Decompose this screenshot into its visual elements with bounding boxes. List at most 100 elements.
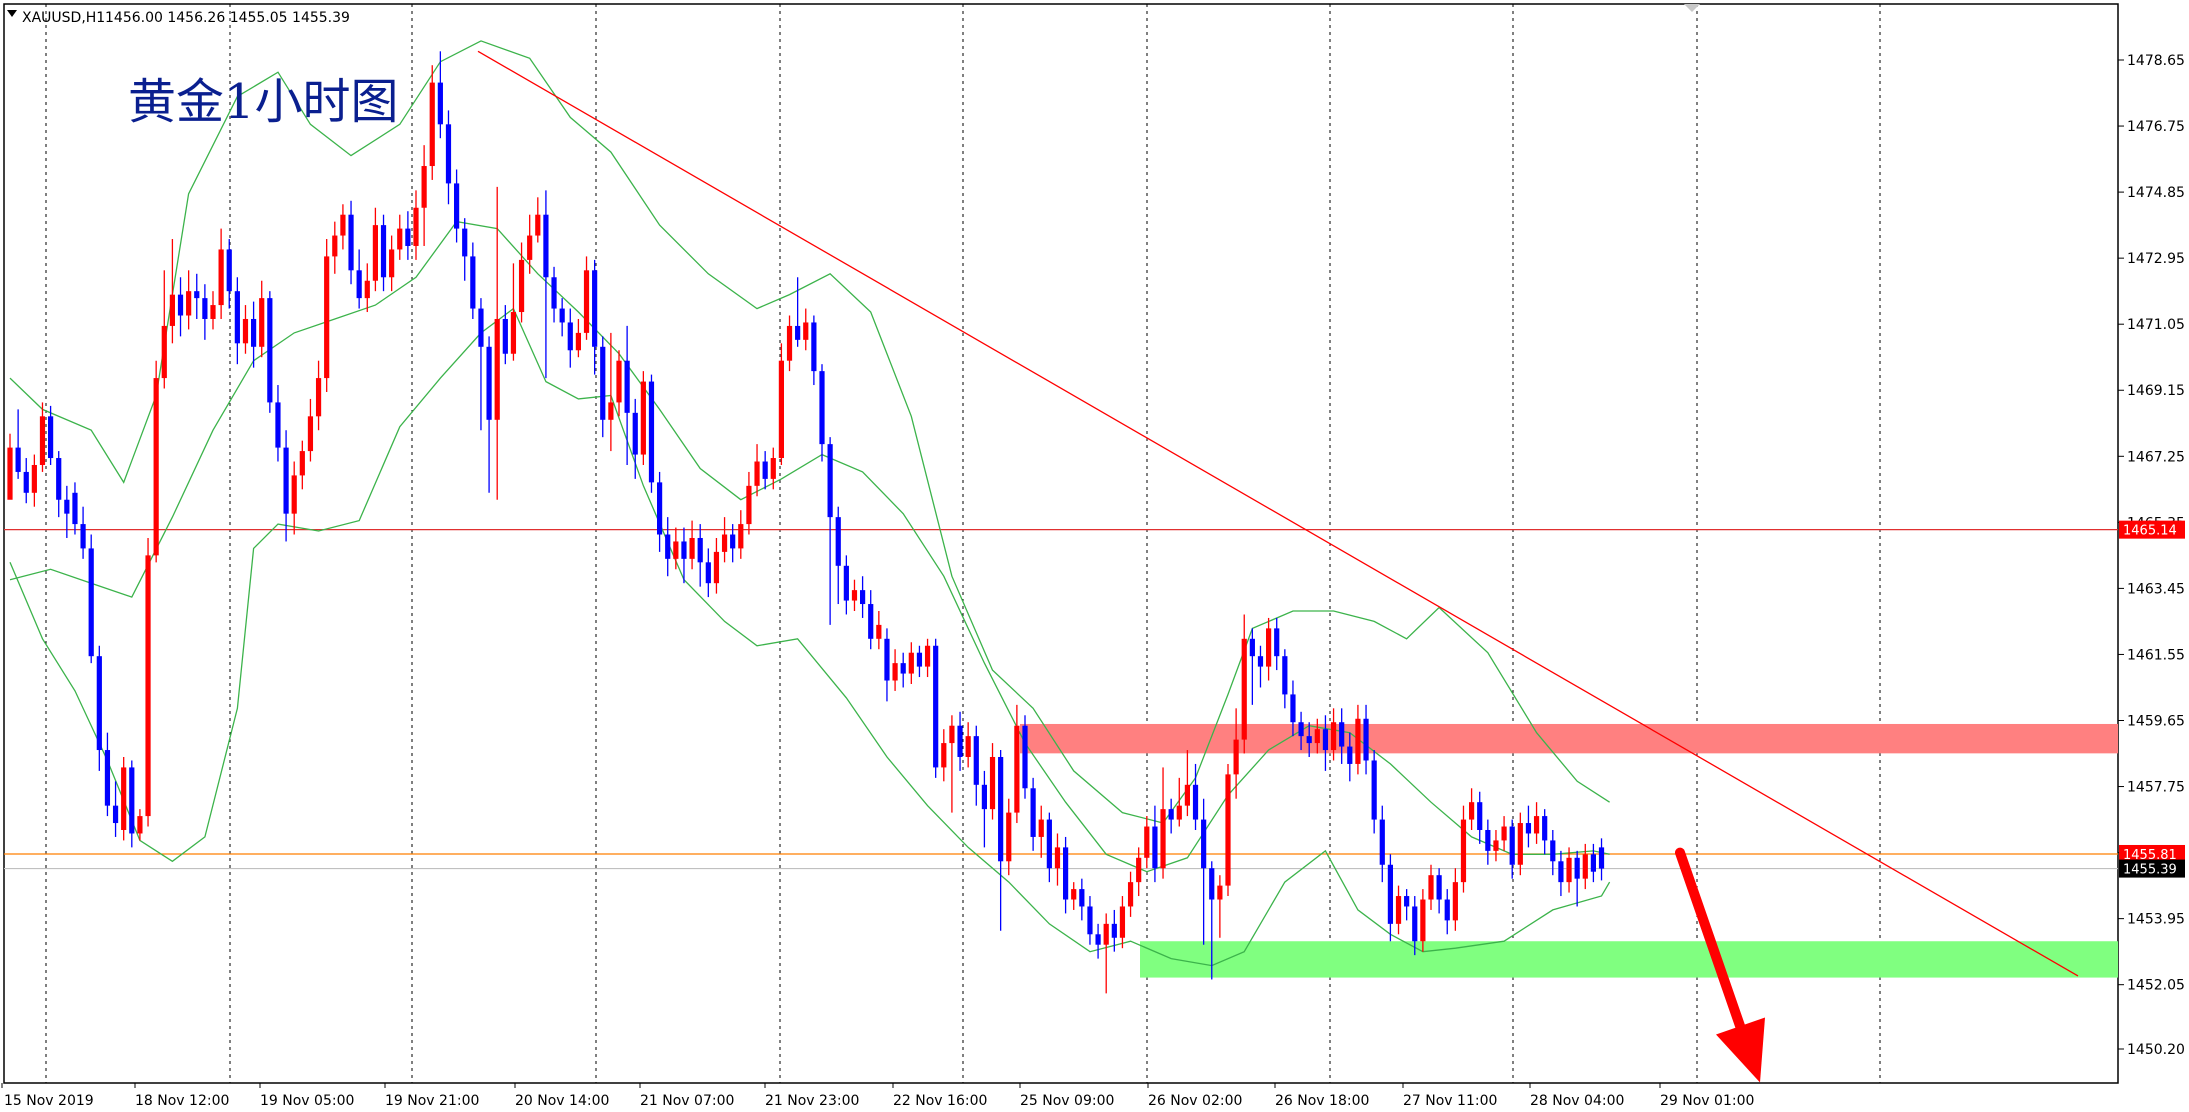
candle-body — [56, 458, 62, 500]
shift-marker-icon[interactable] — [1684, 4, 1700, 12]
candle-body — [121, 767, 127, 830]
candle-body — [1046, 819, 1052, 869]
forecast-arrow-shaft — [1675, 847, 1757, 1066]
candle-body — [900, 663, 906, 674]
bullish-candle — [1014, 704, 1020, 824]
x-tick-label: 21 Nov 07:00 — [640, 1093, 734, 1109]
bullish-candle — [1184, 750, 1190, 817]
bearish-candle — [916, 645, 923, 678]
bearish-candle — [15, 409, 21, 479]
bullish-candle — [527, 214, 533, 274]
candle-body — [1452, 882, 1458, 921]
bearish-candle — [72, 482, 78, 535]
bullish-candle — [242, 305, 249, 354]
x-tick-label: 26 Nov 18:00 — [1275, 1093, 1369, 1109]
bearish-candle — [1347, 732, 1353, 782]
candle-body — [624, 360, 630, 413]
price-zones — [1020, 723, 2118, 978]
candle-body — [1404, 896, 1410, 907]
bearish-candle — [957, 711, 963, 771]
bearish-candle — [80, 506, 86, 559]
dropdown-triangle-icon[interactable] — [7, 10, 17, 17]
candle-body — [429, 82, 435, 167]
candle-body — [1493, 840, 1499, 851]
candle-body — [291, 475, 297, 514]
price-lines — [4, 529, 2118, 870]
candle-body — [340, 214, 346, 236]
y-tick-label: 1474.85 — [2127, 185, 2185, 201]
candle-body — [559, 308, 565, 323]
candle-body — [39, 416, 46, 465]
candle-body — [15, 447, 21, 472]
bearish-candle — [1111, 909, 1117, 952]
bearish-candle — [860, 576, 866, 618]
bullish-candle — [518, 242, 525, 323]
candle-body — [259, 298, 265, 347]
bearish-candle — [884, 628, 890, 702]
chart-title: 黄金1小时图 — [128, 74, 399, 130]
band-upper — [9, 40, 1610, 824]
bullish-candle — [965, 722, 971, 768]
bullish-candle — [1420, 889, 1426, 952]
candle-body — [186, 291, 192, 316]
candle-body — [616, 360, 622, 403]
candle-body — [364, 280, 370, 299]
bullish-candle — [315, 360, 322, 431]
bearish-candle — [1209, 861, 1215, 980]
candle-body — [299, 451, 305, 476]
x-tick-label: 15 Nov 2019 — [4, 1093, 94, 1109]
candle-body — [998, 756, 1004, 862]
bullish-candle — [770, 447, 776, 490]
candle-body — [640, 381, 646, 455]
time-axis[interactable]: 15 Nov 2019 18 Nov 12:00 19 Nov 05:00 19 No… — [1, 1083, 1754, 1109]
candle-body — [1444, 899, 1450, 921]
plot-area[interactable] — [3, 3, 2119, 1084]
y-tick-label: 1461.55 — [2127, 647, 2185, 663]
candle-body — [1428, 875, 1434, 900]
bullish-candle — [608, 332, 614, 452]
bullish-candle — [259, 280, 265, 358]
bullish-candle — [786, 315, 793, 372]
bullish-candle — [1493, 829, 1499, 862]
bearish-candle — [194, 273, 200, 319]
bullish-candle — [186, 270, 192, 330]
candle-body — [421, 166, 427, 208]
candle-body — [535, 214, 541, 236]
candle-body — [1201, 819, 1207, 869]
bullish-candle — [299, 440, 305, 490]
candle-body — [1339, 722, 1345, 747]
candle-body — [730, 534, 736, 549]
bearish-candle — [681, 527, 687, 584]
candle-body — [1192, 784, 1199, 820]
price-axis[interactable]: 1478.65 1476.75 1474.85 1472.95 1471.05 1469.… — [2118, 53, 2185, 1058]
x-tick-label: 18 Nov 12:00 — [135, 1093, 229, 1109]
candle-body — [1119, 906, 1126, 938]
bearish-candle — [202, 284, 208, 340]
candle-body — [657, 482, 663, 535]
bullish-candle — [1038, 805, 1044, 858]
candle-body — [1006, 812, 1012, 862]
candle-body — [267, 298, 273, 403]
x-tick-label: 25 Nov 09:00 — [1020, 1093, 1114, 1109]
bearish-candle — [567, 308, 573, 368]
x-tick-label: 19 Nov 05:00 — [260, 1093, 354, 1109]
bearish-candle — [1282, 649, 1288, 709]
bullish-candle — [535, 197, 541, 243]
candle-body — [234, 291, 240, 344]
bullish-candle — [397, 214, 403, 260]
bearish-candle — [226, 239, 232, 309]
candle-body — [1071, 889, 1077, 900]
candle-body — [843, 565, 849, 601]
bullish-candle — [1460, 805, 1467, 893]
bullish-candle — [39, 402, 46, 472]
bearish-candle — [502, 305, 508, 365]
candle-body — [860, 590, 866, 605]
candle-body — [1477, 802, 1483, 830]
bullish-candle — [876, 610, 882, 650]
candle-body — [88, 548, 94, 657]
bearish-candle — [129, 760, 135, 848]
y-tick-label: 1467.25 — [2127, 449, 2185, 465]
candle-body — [1241, 638, 1247, 740]
candle-body — [1054, 847, 1061, 869]
